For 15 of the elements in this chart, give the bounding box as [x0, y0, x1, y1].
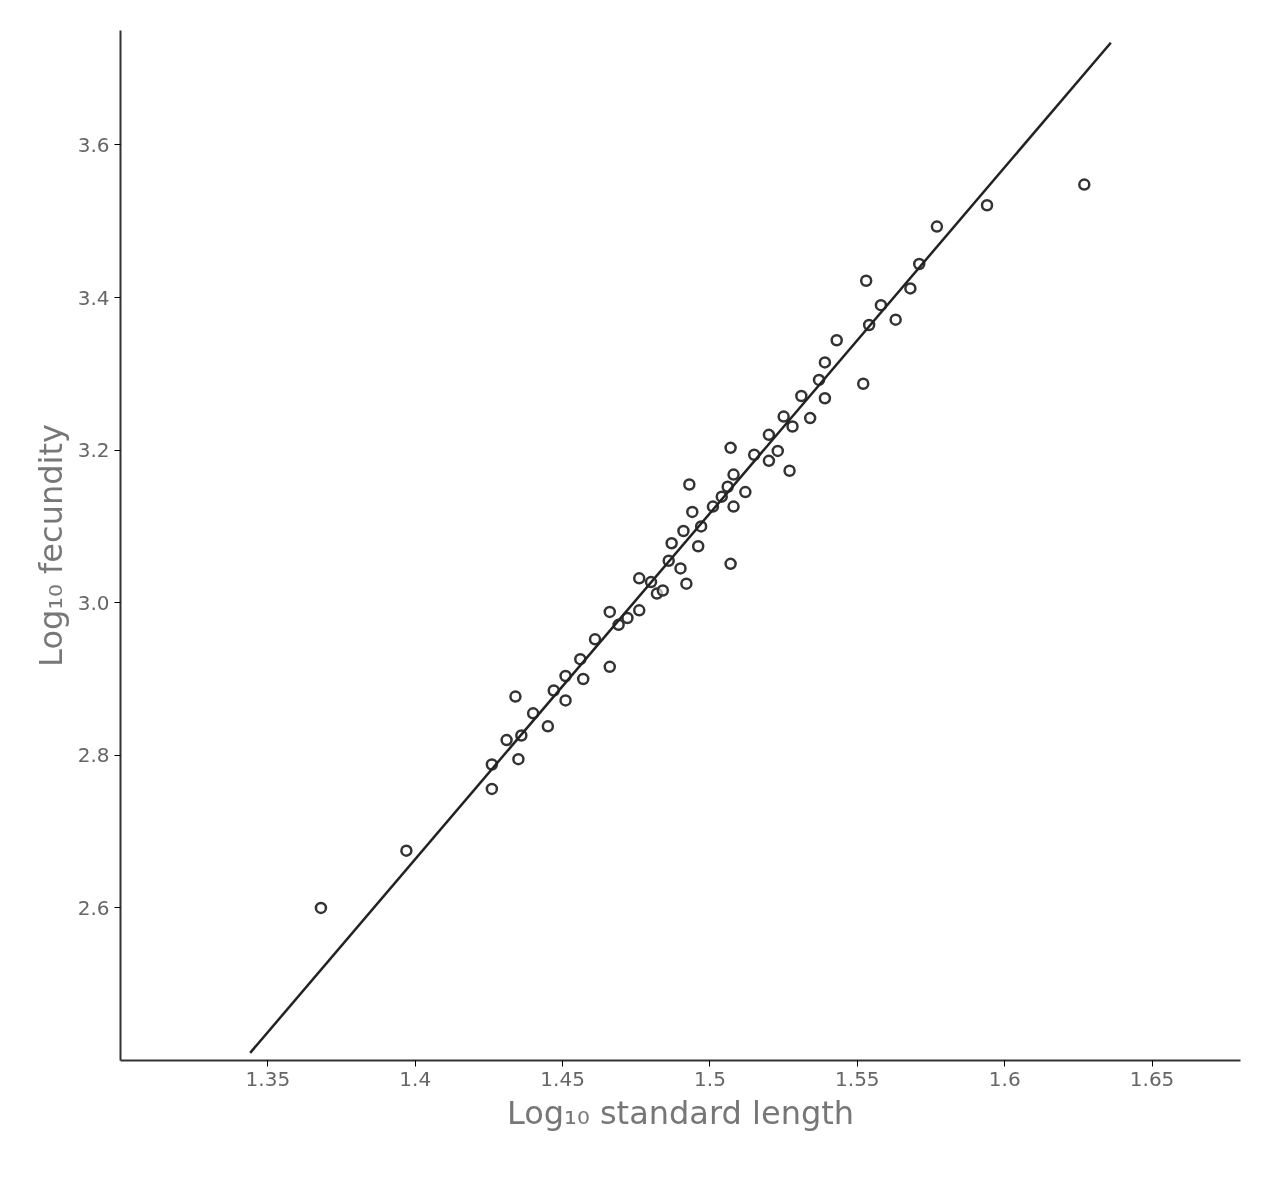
x-tick-label: 1.45	[540, 1066, 585, 1091]
x-tick-label: 1.65	[1129, 1066, 1175, 1091]
y-tick-label: 3.2	[77, 438, 110, 463]
y-tick-label: 2.6	[77, 895, 110, 920]
y-tick-label: 3.6	[77, 132, 110, 157]
x-tick-label: 1.5	[694, 1066, 726, 1091]
x-tick-label: 1.35	[245, 1066, 291, 1091]
x-tick-label: 1.4	[399, 1066, 432, 1091]
y-tick-label: 3.4	[77, 285, 110, 310]
y-tick-label: 3.0	[77, 590, 110, 615]
x-axis-title: Log₁₀ standard length	[506, 1093, 855, 1132]
x-tick-label: 1.55	[835, 1066, 880, 1091]
y-tick-label: 2.8	[77, 743, 110, 768]
y-axis-title: Log₁₀ fecundity	[31, 424, 70, 667]
x-tick-label: 1.6	[988, 1066, 1021, 1091]
